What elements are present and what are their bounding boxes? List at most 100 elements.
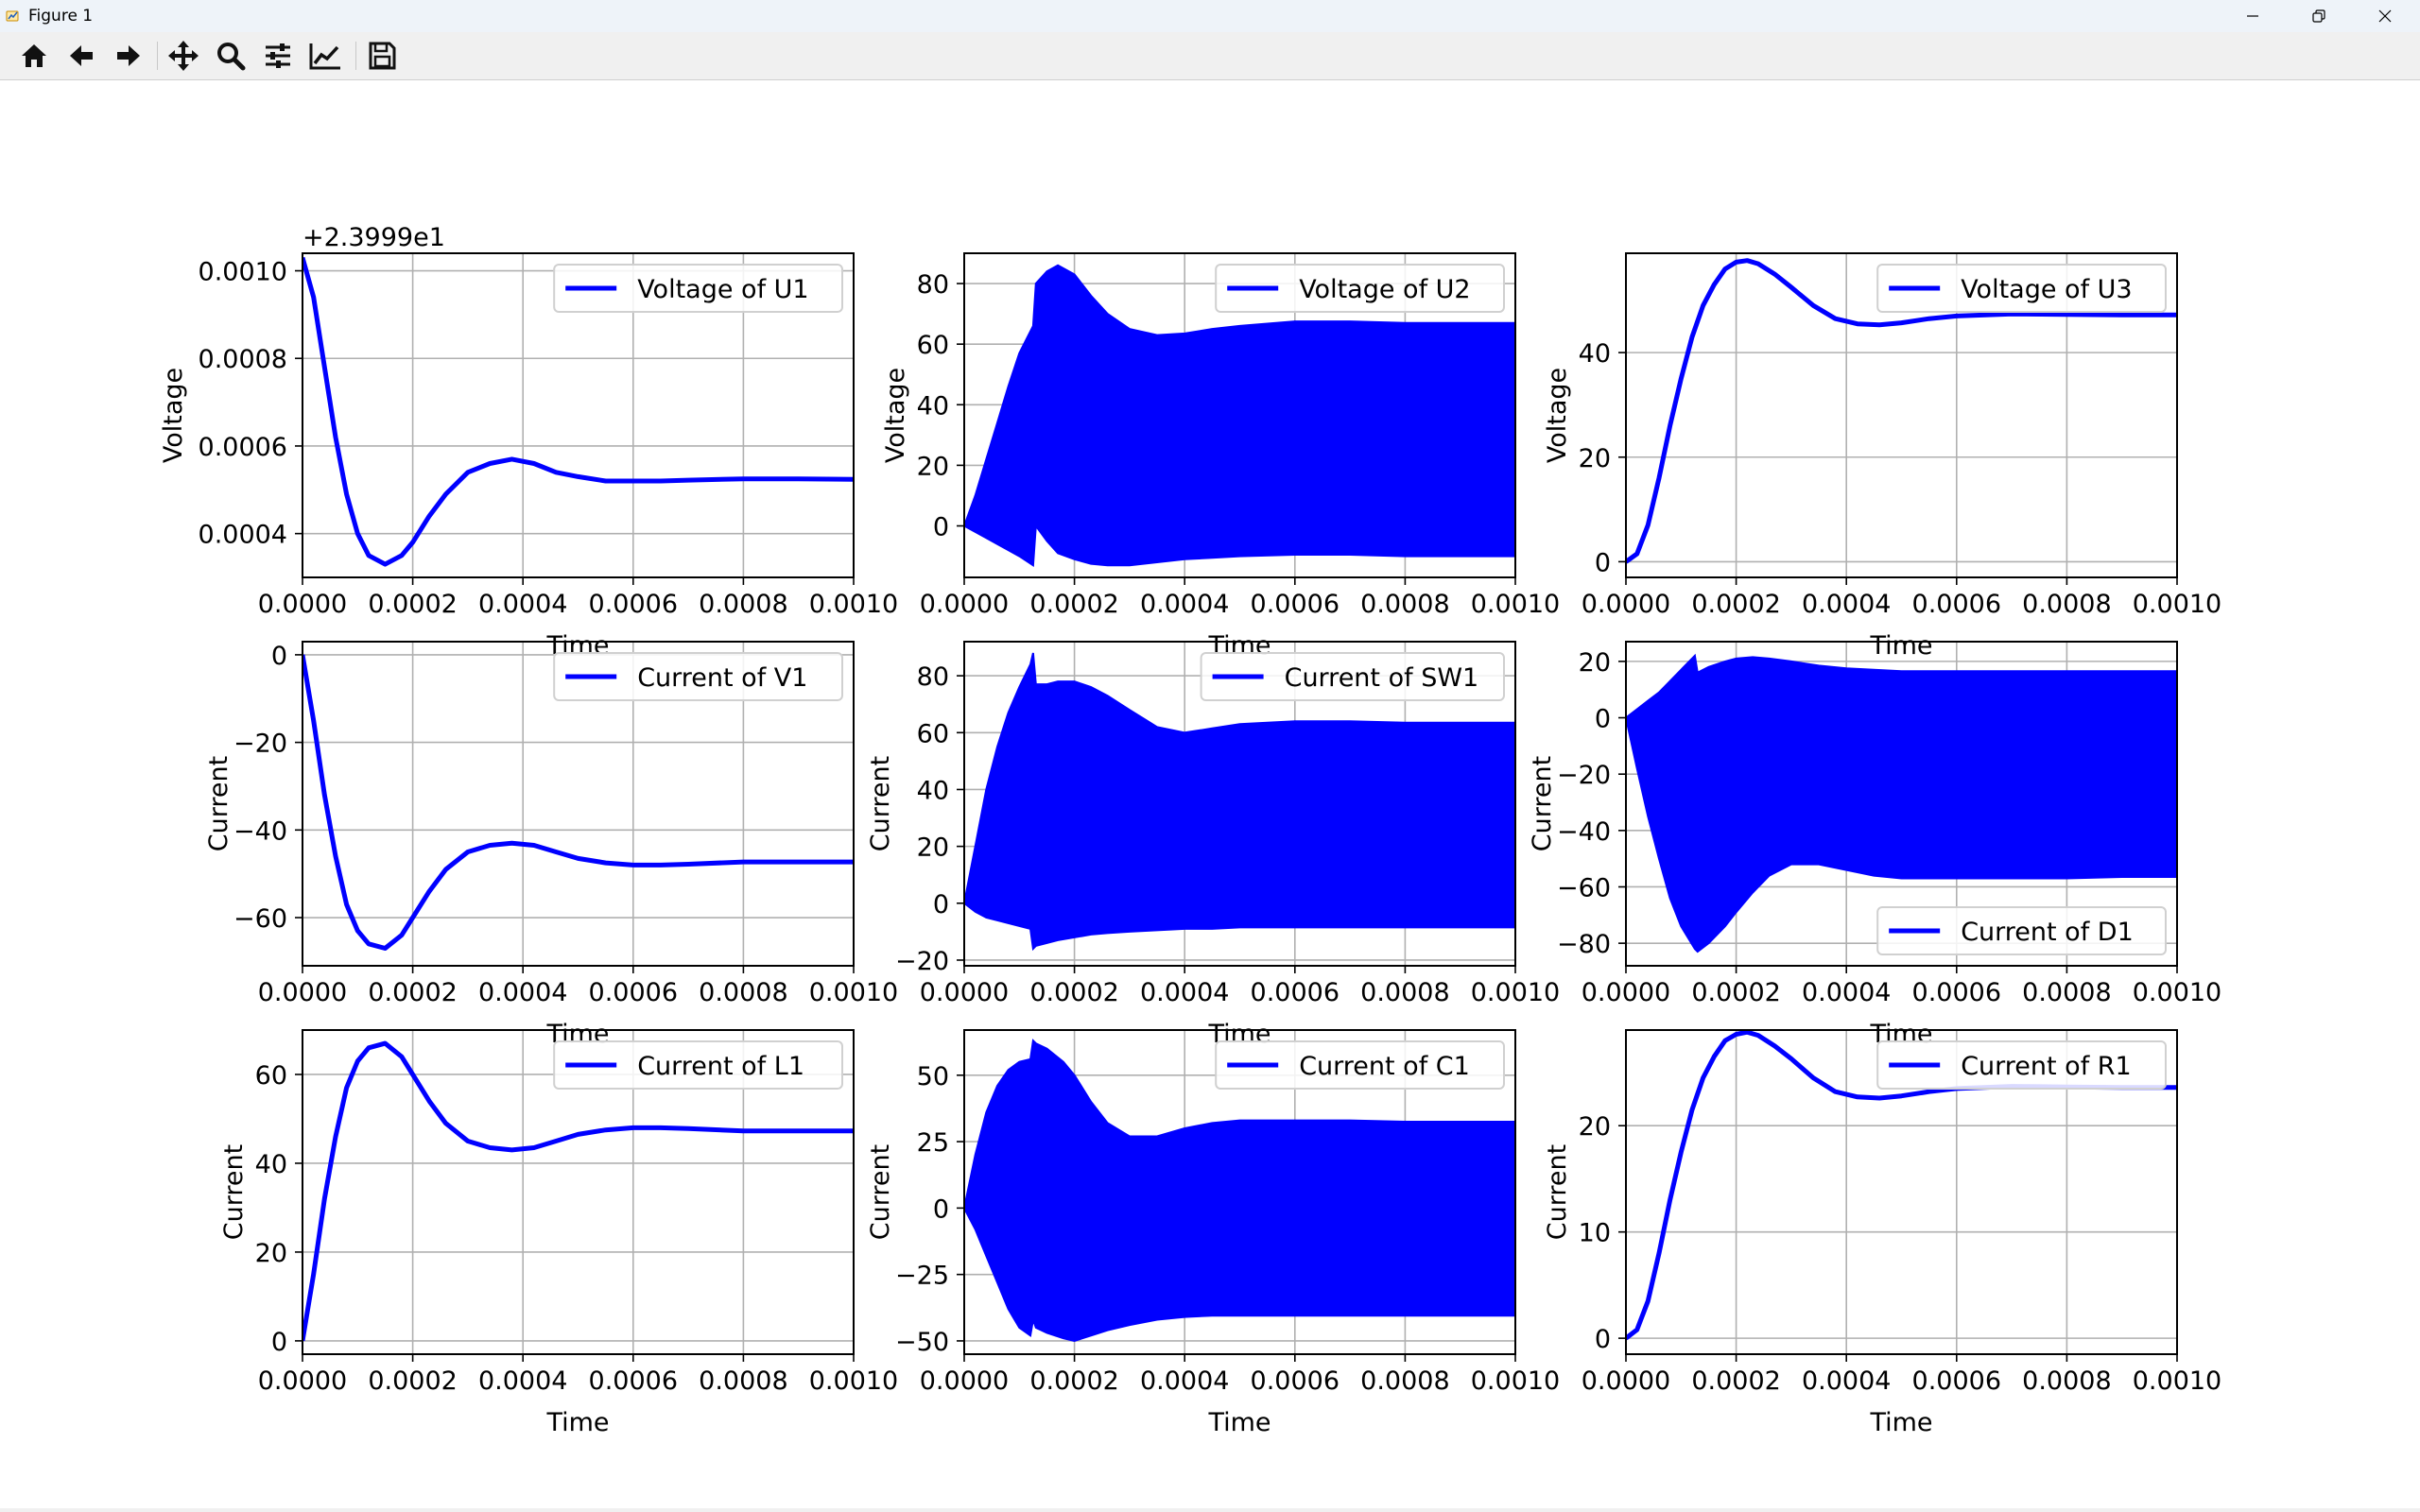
axes-frame — [963, 252, 1516, 578]
subplot-2: 0.0000 0.0002 0.0004 0.0006 0.0008 0.0010 0 20 4… — [881, 252, 1560, 661]
edit-axes-button[interactable] — [306, 40, 344, 72]
axes-frame — [1625, 252, 2178, 578]
zoom-button[interactable] — [212, 40, 250, 72]
subplot-8: 0.0000 0.0002 0.0004 0.0006 0.0008 0.0010 −50 −… — [866, 1029, 1560, 1437]
y-axis-label: Voltage — [1543, 368, 1572, 463]
x-axis-label: Time — [1207, 1408, 1270, 1437]
y-axis-label: Current — [204, 756, 233, 851]
legend-label: Current of V1 — [637, 663, 807, 693]
x-tick-label: 0.0002 — [1691, 590, 1780, 619]
legend-label: Voltage of U3 — [1961, 275, 2132, 304]
x-tick-label: 0.0010 — [809, 590, 898, 619]
x-tick-label: 0.0004 — [1802, 590, 1891, 619]
x-tick-label: 0.0002 — [1691, 1366, 1780, 1396]
legend: Voltage of U1 — [553, 264, 843, 313]
x-tick-label: 0.0008 — [1360, 978, 1449, 1007]
save-button[interactable] — [363, 40, 401, 72]
legend-label: Current of D1 — [1961, 918, 2134, 947]
y-tick-label: 40 — [255, 1150, 287, 1179]
series-line — [302, 654, 854, 951]
subplot-3: 0.0000 0.0002 0.0004 0.0006 0.0008 0.0010 0 20 4… — [1543, 252, 2221, 661]
y-tick-label: 20 — [917, 833, 949, 863]
y-tick-label: 0 — [1595, 1325, 1611, 1354]
minimize-button[interactable] — [2220, 0, 2286, 32]
x-tick-label: 0.0004 — [478, 1366, 567, 1396]
x-tick-label: 0.0010 — [1471, 590, 1560, 619]
legend-label: Current of R1 — [1961, 1052, 2132, 1081]
y-axis-label: Current — [866, 756, 895, 851]
y-axis-label: Current — [866, 1144, 895, 1240]
close-button[interactable] — [2352, 0, 2418, 32]
restore-button[interactable] — [2286, 0, 2352, 32]
legend: Voltage of U2 — [1215, 264, 1505, 313]
x-tick-label: 0.0004 — [478, 978, 567, 1007]
legend-box — [553, 1040, 843, 1090]
axes-frame — [302, 252, 855, 578]
y-axis-label: Current — [1543, 1144, 1572, 1240]
x-tick-label: 0.0010 — [809, 1366, 898, 1396]
x-tick-label: 0.0008 — [2022, 1366, 2111, 1396]
x-tick-label: 0.0010 — [2133, 978, 2221, 1007]
x-tick-label: 0.0000 — [920, 978, 1009, 1007]
subplot-grid: 0.0000 0.0002 0.0004 0.0006 0.0008 0.00100.00… — [159, 223, 2221, 1437]
toolbar-separator — [355, 42, 356, 70]
x-tick-label: 0.0004 — [1140, 590, 1229, 619]
forward-button[interactable] — [110, 40, 147, 72]
x-tick-label: 0.0006 — [1912, 1366, 2001, 1396]
y-tick-label: 40 — [917, 776, 949, 805]
y-tick-label: 80 — [917, 270, 949, 300]
x-tick-label: 0.0004 — [478, 590, 567, 619]
legend: Current of L1 — [553, 1040, 843, 1090]
y-tick-label: 0 — [1595, 705, 1611, 734]
y-tick-label: 0 — [933, 890, 949, 919]
legend: Current of R1 — [1876, 1040, 2167, 1090]
y-tick-label: 0.0004 — [199, 521, 287, 550]
y-axis-label: Current — [1528, 756, 1557, 851]
y-tick-label: 25 — [917, 1128, 949, 1158]
x-tick-label: 0.0002 — [368, 978, 457, 1007]
legend-label: Current of SW1 — [1285, 663, 1479, 693]
y-tick-label: 0.0006 — [199, 433, 287, 462]
x-tick-label: 0.0000 — [1582, 1366, 1670, 1396]
x-tick-label: 0.0006 — [1251, 1366, 1340, 1396]
home-button[interactable] — [15, 40, 53, 72]
legend-label: Current of L1 — [637, 1052, 804, 1081]
x-tick-label: 0.0004 — [1140, 1366, 1229, 1396]
x-tick-label: 0.0002 — [1029, 978, 1118, 1007]
y-tick-label: 0 — [1595, 548, 1611, 577]
series-envelope — [964, 1039, 1515, 1342]
x-tick-label: 0.0010 — [2133, 590, 2221, 619]
floppy-disk-icon — [369, 42, 396, 70]
navigation-toolbar — [0, 32, 2420, 80]
y-tick-label: −60 — [1557, 873, 1611, 902]
line-chart-icon — [309, 43, 340, 70]
x-tick-label: 0.0010 — [1471, 1366, 1560, 1396]
x-tick-label: 0.0000 — [258, 978, 347, 1007]
y-tick-label: 0 — [271, 642, 287, 671]
series-envelope — [964, 652, 1515, 952]
legend-box — [1200, 652, 1505, 701]
y-tick-label: 40 — [917, 391, 949, 421]
x-tick-label: 0.0006 — [1251, 978, 1340, 1007]
x-tick-label: 0.0002 — [1029, 1366, 1118, 1396]
x-tick-label: 0.0008 — [699, 590, 787, 619]
y-tick-label: 50 — [917, 1062, 949, 1091]
legend-box — [1215, 264, 1505, 313]
x-tick-label: 0.0000 — [920, 590, 1009, 619]
legend-box — [1215, 1040, 1505, 1090]
y-tick-label: 20 — [255, 1239, 287, 1268]
configure-subplots-button[interactable] — [259, 40, 297, 72]
pan-button[interactable] — [164, 40, 202, 72]
x-axis-label: Time — [1869, 1408, 1932, 1437]
legend-box — [553, 652, 843, 701]
x-tick-label: 0.0002 — [368, 590, 457, 619]
home-icon — [22, 44, 46, 67]
figure-canvas[interactable]: 0.0000 0.0002 0.0004 0.0006 0.0008 0.0010 0.00… — [0, 80, 2420, 1507]
y-tick-label: −25 — [895, 1262, 949, 1291]
sliders-icon — [266, 43, 290, 68]
subplot-4: 0.0000 0.0002 0.0004 0.0006 0.0008 0.0010 −60 −… — [204, 641, 898, 1049]
x-tick-label: 0.0004 — [1140, 978, 1229, 1007]
x-tick-label: 0.0006 — [589, 978, 678, 1007]
back-button[interactable] — [62, 40, 100, 72]
x-tick-label: 0.0000 — [920, 1366, 1009, 1396]
